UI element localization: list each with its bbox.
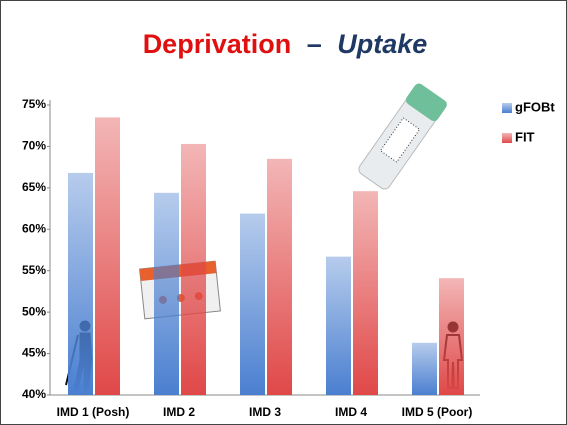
y-tick-label: 55% xyxy=(22,263,46,277)
bar xyxy=(326,256,351,395)
bar xyxy=(154,192,179,395)
x-tick-label: IMD 2 xyxy=(163,405,195,419)
y-tick-label: 40% xyxy=(22,387,46,401)
bar xyxy=(412,342,437,395)
legend-swatch xyxy=(502,103,512,113)
title-part: Uptake xyxy=(337,29,427,59)
x-tick-label: IMD 5 (Poor) xyxy=(402,405,473,419)
x-tick-label: IMD 1 (Posh) xyxy=(57,405,130,419)
title-part: Deprivation xyxy=(143,29,292,59)
chart-title: Deprivation – Uptake xyxy=(143,29,428,59)
bar xyxy=(240,213,265,395)
bar xyxy=(353,191,378,395)
test-tube-image xyxy=(358,83,447,190)
y-tick-label: 45% xyxy=(22,346,46,360)
y-tick-label: 75% xyxy=(22,97,46,111)
bar xyxy=(95,117,120,395)
legend-label: gFOBt xyxy=(515,99,555,114)
y-tick-label: 65% xyxy=(22,180,46,194)
bar xyxy=(267,158,292,395)
x-tick-label: IMD 3 xyxy=(249,405,281,419)
bar xyxy=(181,143,206,395)
x-tick-label: IMD 4 xyxy=(335,405,367,419)
title-part: – xyxy=(307,29,322,59)
bar xyxy=(439,278,464,395)
y-tick-label: 70% xyxy=(22,139,46,153)
kit-image xyxy=(139,260,221,320)
bar xyxy=(68,172,93,395)
y-tick-label: 60% xyxy=(22,221,46,235)
legend-label: FIT xyxy=(515,129,535,144)
y-tick-label: 50% xyxy=(22,304,46,318)
legend-swatch xyxy=(502,133,512,143)
